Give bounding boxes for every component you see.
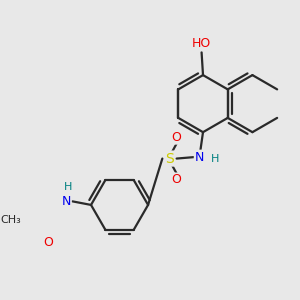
- Text: O: O: [43, 236, 53, 249]
- Text: H: H: [64, 182, 72, 192]
- Text: HO: HO: [192, 37, 211, 50]
- Text: H: H: [211, 154, 219, 164]
- Text: N: N: [61, 195, 71, 208]
- Text: S: S: [165, 152, 174, 166]
- Text: O: O: [172, 131, 182, 144]
- Text: O: O: [172, 173, 182, 187]
- Text: CH₃: CH₃: [0, 215, 21, 225]
- Text: N: N: [195, 151, 204, 164]
